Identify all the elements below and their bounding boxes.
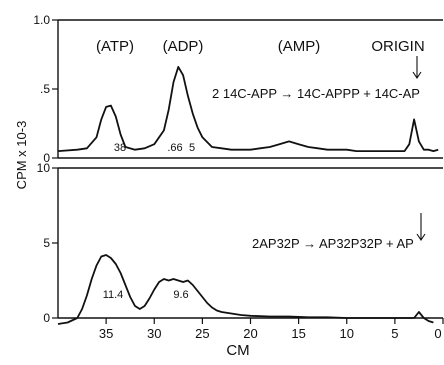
bottom-value-adp: 9.6 [173,289,188,301]
bottom-panel-y-ticks [52,167,58,319]
peak-label-amp: (AMP) [278,38,321,55]
top-value-adp: .66 [167,142,182,154]
bottom-panel-ytick-label: 5 [43,236,50,250]
bottom-panel-ytick-label: 0 [43,311,50,325]
bottom-panel-xtick-label: 15 [291,326,305,341]
bottom-panel-x-ticks [105,318,444,324]
peak-label-adp: (ADP) [163,38,204,55]
bottom-panel-xtick-label: 25 [195,326,209,341]
bottom-marker-arrow-icon [416,213,426,241]
bottom-panel-xtick-label: 5 [391,326,398,341]
top-panel: 0 .5 1.0 (ATP) (ADP) (AMP) ORIGIN 2 14C-AP… [33,13,443,165]
bottom-panel-xtick-label: 35 [99,326,113,341]
bottom-panel-trace [57,254,434,325]
top-value-amp: 5 [189,142,195,154]
bottom-value-atp: 11.4 [103,289,124,301]
top-panel-y-tick-labels: 0 .5 1.0 [33,13,50,165]
bottom-panel-xtick-label: 0 [434,326,441,341]
peak-label-origin: ORIGIN [371,38,424,55]
bottom-panel-ytick-label: 10 [37,161,51,175]
bottom-panel: 0 5 10 35 30 25 20 15 10 5 0 2AP32P → AP32P32P + … [37,161,444,341]
top-panel-trace [57,66,439,152]
bottom-reaction-label: 2AP32P → AP32P32P + AP [252,236,414,251]
peak-label-atp: (ATP) [96,38,134,55]
top-panel-y-ticks [52,19,58,159]
bottom-panel-xtick-label: 30 [147,326,161,341]
origin-arrow-icon [412,56,422,79]
bottom-panel-x-tick-labels: 35 30 25 20 15 10 5 0 [99,326,442,341]
top-panel-ytick-label: 0 [43,151,50,165]
top-reaction-label: 2 14C-APP → 14C-APPP + 14C-AP [212,86,420,101]
top-value-atp: 38 [114,142,126,154]
x-axis-label: CM [226,342,249,359]
bottom-panel-y-tick-labels: 0 5 10 [37,161,51,325]
bottom-panel-xtick-label: 10 [340,326,354,341]
top-panel-ytick-label: 1.0 [33,13,50,27]
bottom-panel-xtick-label: 20 [243,326,257,341]
top-panel-ytick-label: .5 [40,82,50,96]
y-axis-label: CPM x 10-3 [14,121,29,190]
